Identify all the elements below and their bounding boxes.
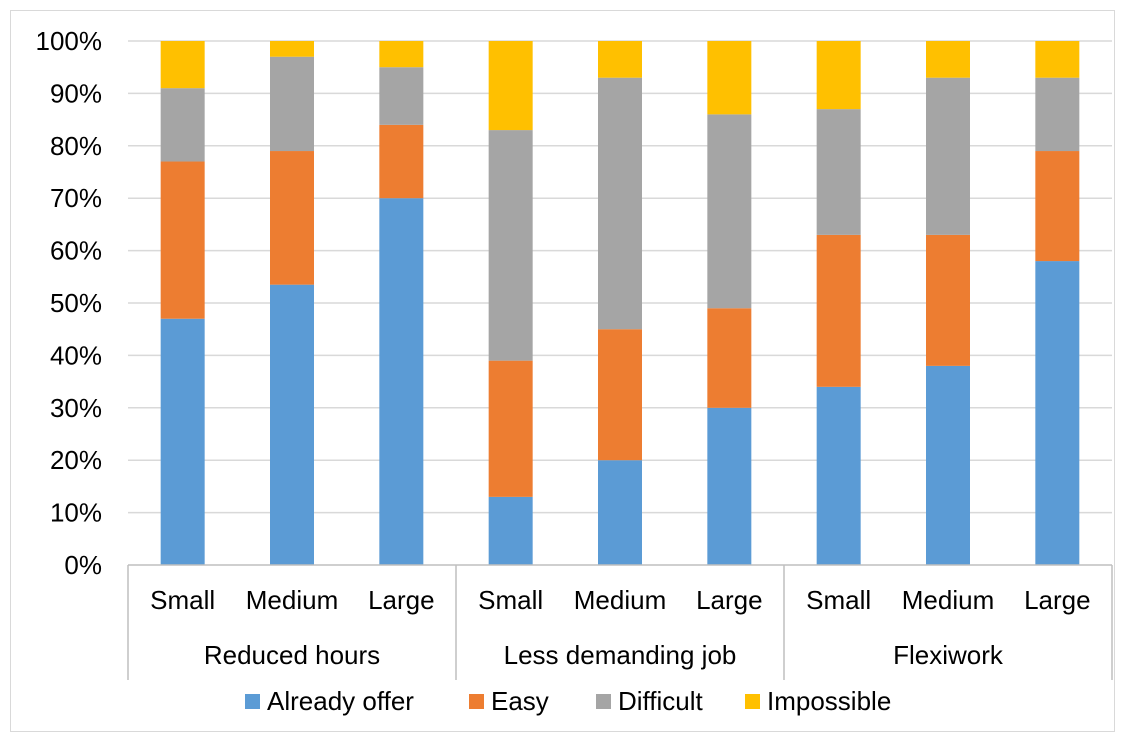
bar-segment-impossible [707,41,752,115]
bar-segment-impossible [270,41,314,57]
bar-segment-already-offer [160,318,205,565]
x-group-label: Less demanding job [504,640,737,670]
bar-segment-already-offer [707,407,752,565]
bar-segment-difficult [160,88,205,162]
x-category-label: Medium [902,585,994,615]
bar-segment-easy [707,308,752,408]
bar-segment-already-offer [488,496,533,565]
bar-segment-difficult [488,130,533,361]
x-category-label: Large [368,585,435,615]
bar-segment-difficult [816,109,861,235]
bar-segment-difficult [1035,77,1080,152]
legend-swatch [745,694,760,709]
y-tick-label: 70% [50,183,102,213]
bar-segment-impossible [816,41,861,110]
x-category-label: Large [696,585,763,615]
bar-segment-impossible [598,41,642,78]
x-category-label: Medium [574,585,666,615]
y-tick-label: 40% [50,340,102,370]
legend-label: Impossible [767,686,891,716]
bar-segment-already-offer [1035,261,1080,565]
y-tick-label: 0% [64,550,102,580]
bar-segment-easy [160,161,205,319]
bar-segment-difficult [598,77,642,330]
bar-segment-already-offer [270,284,314,565]
y-tick-label: 30% [50,393,102,423]
bar-segment-difficult [379,67,424,125]
x-axis: Small Medium Large Small Medium Large Small Med… [127,564,1113,680]
legend-label: Already offer [267,686,414,716]
bar-segment-easy [926,234,970,366]
bars [160,41,1080,565]
y-tick-label: 50% [50,288,102,318]
bar-segment-impossible [379,41,424,68]
bar-segment-impossible [926,41,970,78]
y-tick-label: 60% [50,236,102,266]
x-category-label: Large [1024,585,1091,615]
bar-segment-difficult [926,77,970,235]
bar-segment-easy [598,329,642,461]
legend: Already offer Easy Difficult Impossible [245,686,891,716]
bar-segment-already-offer [816,386,861,565]
y-tick-label: 80% [50,131,102,161]
bar-segment-already-offer [926,365,970,565]
legend-swatch [245,694,260,709]
bar-segment-difficult [270,56,314,152]
y-tick-label: 10% [50,498,102,528]
bar-segment-easy [270,151,314,285]
legend-label: Easy [491,686,549,716]
bar-segment-easy [488,360,533,497]
bar-segment-already-offer [379,198,424,565]
bar-segment-difficult [707,114,752,309]
x-category-label: Small [150,585,215,615]
bar-segment-impossible [488,41,533,131]
x-group-label: Flexiwork [893,640,1004,670]
x-category-label: Small [806,585,871,615]
bar-segment-already-offer [598,460,642,565]
bar-segment-easy [379,124,424,199]
bar-segment-impossible [160,41,205,89]
x-category-label: Small [478,585,543,615]
legend-label: Difficult [618,686,704,716]
x-category-label: Medium [246,585,338,615]
y-tick-label: 20% [50,445,102,475]
y-tick-label: 90% [50,78,102,108]
y-tick-label: 100% [36,26,103,56]
x-group-label: Reduced hours [204,640,380,670]
y-axis-ticks: 0% 10% 20% 30% 40% 50% 60% 70% 80% 90% 100% [36,26,103,580]
legend-swatch [596,694,611,709]
legend-swatch [469,694,484,709]
bar-segment-impossible [1035,41,1080,78]
bar-segment-easy [816,234,861,387]
bar-segment-easy [1035,151,1080,262]
